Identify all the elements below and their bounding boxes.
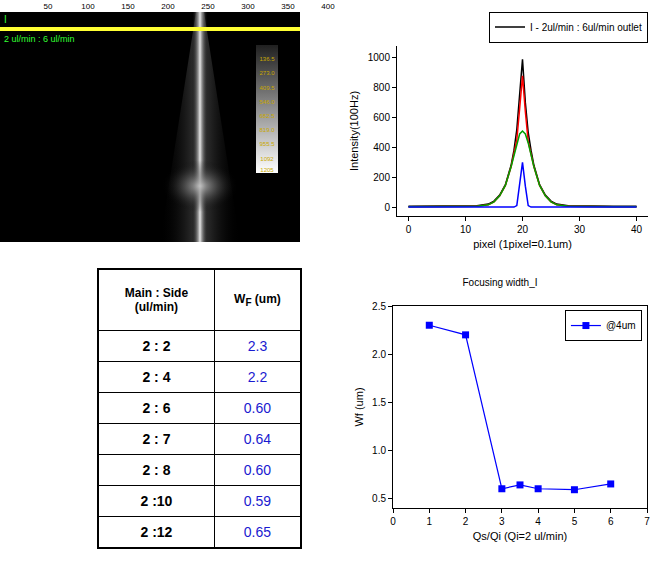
- html-text:2 :12: 2 :12: [140, 524, 173, 540]
- svg-text:50: 50: [44, 2, 53, 11]
- svg-text:0: 0: [384, 202, 390, 213]
- svg-text:I: I: [4, 14, 7, 25]
- svg-text:30: 30: [574, 224, 586, 235]
- html-text:2 : 4: 2 : 4: [142, 369, 171, 385]
- svg-text:5: 5: [572, 516, 578, 527]
- svg-text:Qs/Qi (Qi=2 ul/min): Qs/Qi (Qi=2 ul/min): [473, 530, 567, 542]
- svg-text:1.5: 1.5: [372, 397, 386, 408]
- svg-text:1000: 1000: [368, 52, 391, 63]
- svg-text:10: 10: [460, 224, 472, 235]
- html-text:0.64: 0.64: [243, 431, 272, 447]
- svg-text:200: 200: [373, 172, 390, 183]
- svg-text:6: 6: [608, 516, 614, 527]
- svg-text:3: 3: [499, 516, 505, 527]
- svg-text:20: 20: [517, 224, 529, 235]
- svg-text:pixel (1pixel=0.1um): pixel (1pixel=0.1um): [473, 238, 572, 250]
- svg-text:400: 400: [373, 142, 390, 153]
- html-text:2 :10: 2 :10: [140, 493, 173, 509]
- html-text:2 : 7: 2 : 7: [142, 431, 171, 447]
- svg-text:2 ul/min : 6 ul/min: 2 ul/min : 6 ul/min: [4, 34, 75, 44]
- svg-text:300: 300: [241, 2, 255, 11]
- svg-text:409.5: 409.5: [259, 85, 275, 91]
- svg-text:0: 0: [406, 224, 412, 235]
- html-text:2 : 8: 2 : 8: [142, 462, 171, 478]
- svg-text:4: 4: [535, 516, 541, 527]
- svg-text:136.5: 136.5: [259, 56, 275, 62]
- svg-text:2.0: 2.0: [372, 349, 386, 360]
- html-text:2.2: 2.2: [247, 369, 268, 385]
- svg-text:@4um: @4um: [606, 320, 636, 331]
- svg-text:150: 150: [121, 2, 135, 11]
- svg-text:200: 200: [161, 2, 175, 11]
- html-text:Main : Side: Main : Side: [124, 286, 189, 300]
- svg-text:1205: 1205: [260, 167, 274, 173]
- html-text:2 : 6: 2 : 6: [142, 400, 171, 416]
- svg-text:1: 1: [427, 516, 433, 527]
- html-text:2 : 2: 2 : 2: [142, 338, 171, 354]
- svg-text:2.5: 2.5: [372, 301, 386, 312]
- svg-text:2: 2: [463, 516, 469, 527]
- svg-text:0: 0: [390, 516, 396, 527]
- svg-text:819.0: 819.0: [259, 127, 275, 133]
- html-text:2.3: 2.3: [247, 338, 268, 354]
- svg-text:250: 250: [201, 2, 215, 11]
- svg-text:7: 7: [644, 516, 650, 527]
- svg-text:600: 600: [373, 112, 390, 123]
- svg-text:273.0: 273.0: [259, 70, 275, 76]
- svg-text:Focusing width_I: Focusing width_I: [462, 277, 537, 288]
- svg-text:0.5: 0.5: [372, 493, 386, 504]
- html-text:(ul/min): (ul/min): [134, 300, 179, 314]
- html-text:0.59: 0.59: [243, 493, 272, 509]
- svg-text:546.0: 546.0: [259, 99, 275, 105]
- svg-text:40: 40: [631, 224, 643, 235]
- svg-text:Wf (um): Wf (um): [353, 387, 365, 426]
- html-text:0.65: 0.65: [243, 524, 272, 540]
- svg-text:955.5: 955.5: [259, 141, 275, 147]
- svg-text:350: 350: [281, 2, 295, 11]
- svg-text:1.0: 1.0: [372, 445, 386, 456]
- svg-text:1092: 1092: [260, 156, 274, 162]
- svg-text:400: 400: [321, 2, 335, 11]
- html-text:0.60: 0.60: [243, 462, 272, 478]
- html-text:0.60: 0.60: [243, 400, 272, 416]
- html-text:WF(um): WF(um): [234, 291, 281, 309]
- svg-text:800: 800: [373, 82, 390, 93]
- svg-text:I - 2ul/min : 6ul/min outlet: I - 2ul/min : 6ul/min outlet: [530, 22, 642, 33]
- svg-text:682.5: 682.5: [259, 113, 275, 119]
- svg-text:100: 100: [81, 2, 95, 11]
- svg-text:Intensity(100Hz): Intensity(100Hz): [348, 91, 360, 171]
